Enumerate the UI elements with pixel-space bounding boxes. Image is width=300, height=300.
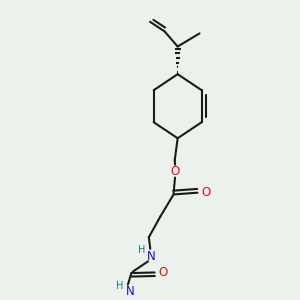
- Text: N: N: [147, 250, 156, 263]
- Text: H: H: [138, 245, 145, 255]
- Text: O: O: [159, 266, 168, 279]
- Text: H: H: [116, 281, 123, 291]
- Text: N: N: [125, 286, 134, 298]
- Text: O: O: [202, 186, 211, 199]
- Text: O: O: [170, 165, 180, 178]
